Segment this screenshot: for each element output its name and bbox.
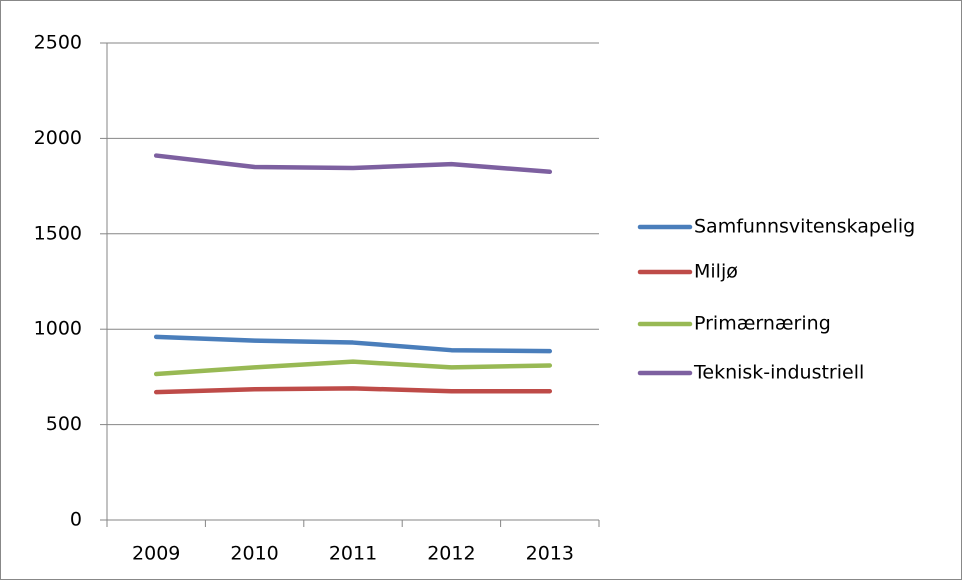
- legend-label: Samfunnsvitenskapelig: [694, 216, 915, 238]
- legend-label: Teknisk-industriell: [693, 362, 864, 384]
- x-tick-label: 2010: [230, 543, 278, 565]
- y-tick-label: 0: [70, 509, 82, 531]
- series-line: [153, 334, 553, 354]
- y-tick-label: 500: [46, 413, 82, 435]
- x-tick-label: 2012: [427, 543, 475, 565]
- y-tick-label: 2000: [34, 127, 82, 149]
- y-tick-label: 1000: [34, 318, 82, 340]
- y-tick-label: 1500: [34, 222, 82, 244]
- x-tick-label: 2009: [132, 543, 180, 565]
- series-line: [153, 386, 553, 395]
- series-line: [153, 153, 553, 175]
- x-tick-label: 2013: [526, 543, 574, 565]
- y-tick-label: 2500: [34, 32, 82, 54]
- x-tick-label: 2011: [329, 543, 377, 565]
- legend-label: Miljø: [694, 261, 738, 283]
- legend-label: Primærnæring: [694, 313, 831, 335]
- series-line: [153, 359, 553, 377]
